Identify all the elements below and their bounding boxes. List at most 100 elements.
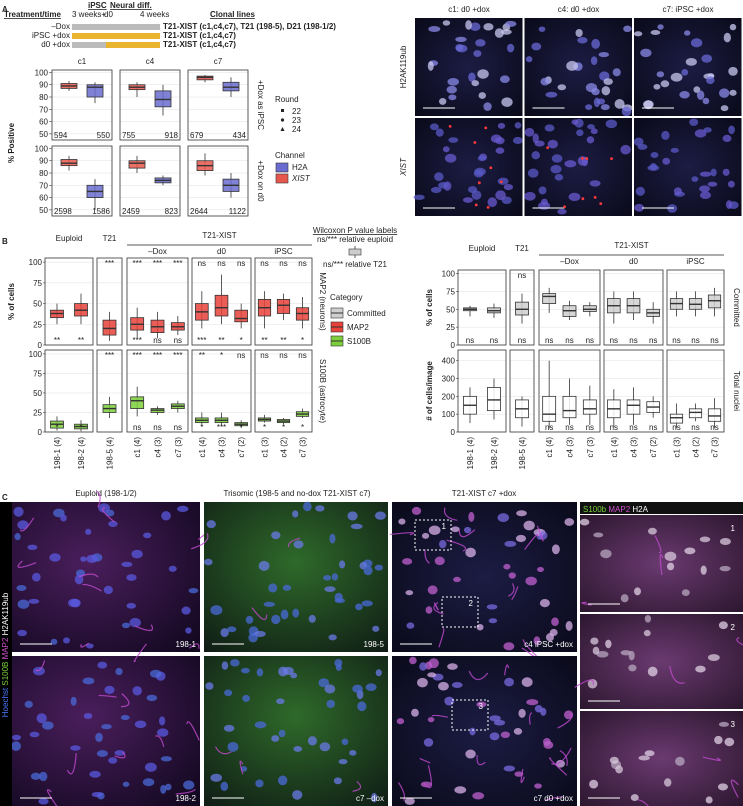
nucleus	[375, 669, 382, 677]
xist-spot	[474, 203, 478, 207]
label: ns	[153, 423, 161, 432]
nucleus	[11, 741, 21, 751]
facet-frame	[666, 269, 725, 346]
nucleus	[160, 756, 172, 762]
nucleus	[411, 708, 419, 717]
nucleus	[324, 586, 336, 592]
label: 25	[33, 320, 42, 329]
nucleus	[74, 574, 84, 585]
label: 198-1 (4)	[53, 437, 62, 470]
nucleus	[725, 200, 733, 209]
cell-process	[659, 554, 664, 575]
label: MAP2	[347, 323, 369, 332]
nucleus	[96, 750, 109, 757]
nucleus	[126, 602, 137, 609]
label: # of cells/image	[425, 361, 434, 421]
label: H2A	[292, 163, 308, 172]
nucleus	[653, 83, 661, 90]
nucleus	[505, 20, 517, 27]
nucleus	[220, 628, 229, 638]
nucleus	[568, 192, 581, 202]
label: S100B (astrocyte)	[318, 359, 327, 423]
label: *	[55, 423, 58, 432]
nucleus	[334, 659, 343, 667]
nucleus	[323, 574, 332, 581]
label: 50	[446, 305, 455, 314]
cell-process	[730, 779, 739, 798]
cell-process	[458, 529, 476, 538]
label: ns	[710, 336, 718, 345]
nucleus	[204, 558, 213, 566]
nucleus	[527, 168, 539, 178]
label: ***	[132, 336, 141, 345]
label: c1 (3)	[673, 437, 682, 458]
label: ***	[217, 423, 226, 432]
nucleus	[566, 60, 578, 71]
cell-process	[431, 714, 448, 718]
label: ***	[173, 259, 182, 268]
label: 50	[39, 130, 48, 139]
label: c7 d0 +dox	[534, 794, 573, 803]
cell-process	[98, 694, 117, 698]
nucleus	[293, 745, 303, 752]
nucleus	[476, 623, 484, 631]
label: **	[280, 336, 286, 345]
nucleus	[402, 558, 413, 565]
label: 90	[39, 81, 48, 90]
nucleus	[477, 155, 487, 162]
label: ns/*** relative T21	[323, 260, 387, 269]
xist-spot	[499, 180, 503, 184]
nucleus	[605, 119, 618, 129]
nucleus	[372, 625, 380, 632]
nucleus	[434, 556, 445, 566]
label: c7 (2)	[649, 437, 658, 458]
nucleus	[438, 182, 449, 189]
nucleus	[609, 756, 619, 764]
stain-word: MAP2	[608, 505, 630, 514]
label: 1122	[229, 207, 247, 216]
label: *	[240, 336, 243, 345]
xist-spot	[473, 141, 477, 144]
cell-process	[120, 693, 130, 708]
nucleus	[307, 736, 317, 746]
cell-process	[508, 583, 515, 597]
nucleus	[591, 38, 601, 49]
label: 25	[446, 323, 455, 332]
label: % of cells	[425, 289, 434, 326]
cell-process	[133, 643, 147, 663]
nucleus	[121, 622, 131, 629]
label: 0	[38, 428, 43, 437]
nucleus	[621, 106, 632, 117]
label: c1 (4)	[198, 437, 207, 458]
cell-process	[66, 753, 77, 775]
box	[669, 413, 684, 424]
nucleus	[650, 29, 661, 36]
nucleus	[60, 514, 67, 522]
zoom-box	[414, 519, 452, 551]
label: 60	[39, 194, 48, 203]
nucleus	[555, 759, 565, 768]
nucleus	[158, 716, 166, 726]
label: Treatment/time	[4, 10, 61, 19]
label: *	[220, 351, 223, 360]
nucleus	[590, 637, 599, 645]
nucleus	[633, 31, 643, 37]
nucleus	[497, 122, 506, 129]
nucleus	[324, 684, 336, 694]
nucleus	[501, 97, 513, 107]
nucleus	[292, 510, 299, 518]
facet-frame	[254, 257, 313, 346]
label: ns	[279, 351, 287, 360]
label: c1 (4)	[610, 437, 619, 458]
label: ns	[260, 351, 268, 360]
xist-spot	[484, 126, 488, 130]
nucleus	[467, 186, 478, 194]
nucleus	[587, 124, 595, 130]
nucleus	[30, 772, 41, 780]
nucleus	[540, 198, 548, 206]
label: T21-XIST c7 +dox	[452, 489, 517, 498]
facet-frame	[603, 269, 664, 346]
box	[276, 299, 291, 314]
nucleus	[142, 778, 155, 787]
nucleus	[695, 665, 706, 673]
